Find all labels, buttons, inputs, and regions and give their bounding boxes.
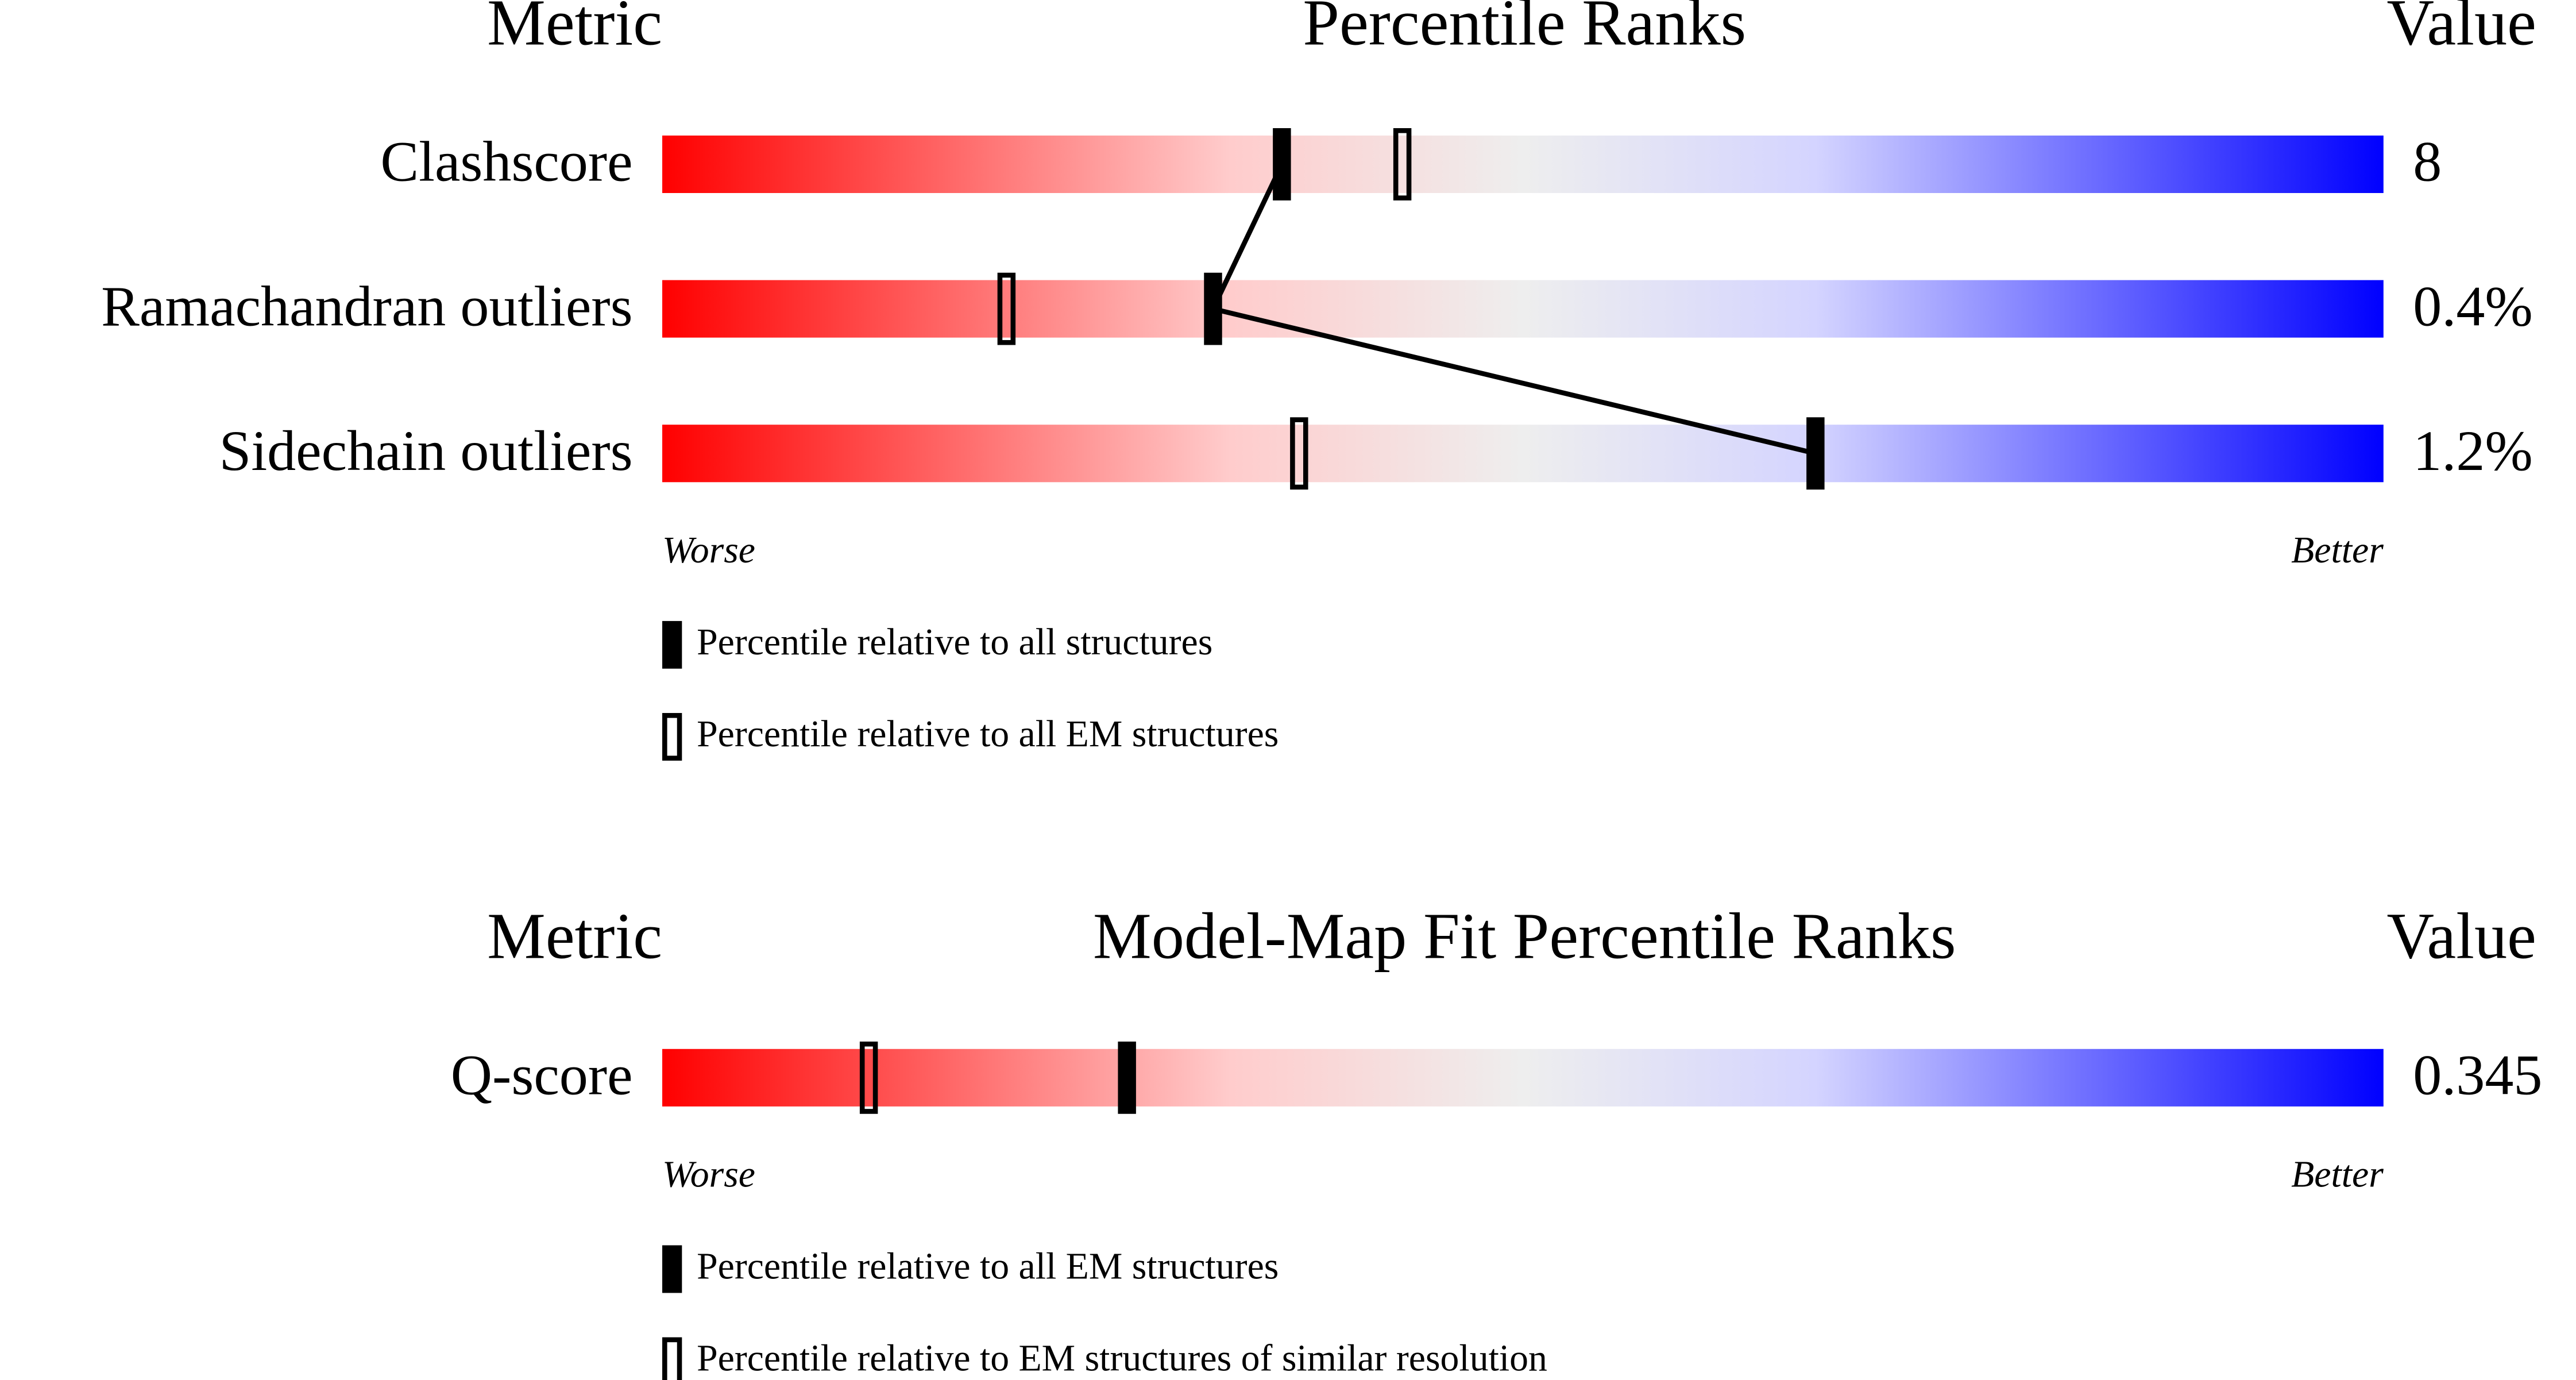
- metric-value: 1.2%: [2413, 419, 2532, 483]
- percentile-marker-open: [1290, 417, 1308, 490]
- better-label: Better: [2291, 529, 2384, 571]
- percentile-marker-filled: [1118, 1041, 1136, 1114]
- legend-swatch: [662, 713, 682, 761]
- slider-bar: [662, 280, 2384, 338]
- percentile-marker-filled: [1806, 417, 1825, 490]
- slider-bar: [662, 425, 2384, 483]
- metric-value: 8: [2413, 130, 2442, 194]
- legend-swatch: [662, 1245, 682, 1293]
- metric-header: Metric: [487, 900, 662, 973]
- legend-label: Percentile relative to EM structures of …: [697, 1337, 1547, 1379]
- metric-label: Clashscore: [380, 130, 632, 194]
- metric-label: Q-score: [451, 1043, 633, 1107]
- metric-value: 0.345: [2413, 1043, 2542, 1107]
- value-header: Value: [2387, 900, 2536, 973]
- chart-title: Percentile Ranks: [1303, 0, 1746, 59]
- chart-title: Model-Map Fit Percentile Ranks: [1093, 900, 1956, 973]
- percentile-marker-filled: [1204, 272, 1222, 345]
- legend-label: Percentile relative to all EM structures: [697, 713, 1279, 755]
- legend-swatch: [662, 1337, 682, 1380]
- legend-label: Percentile relative to all structures: [697, 621, 1212, 663]
- metric-value: 0.4%: [2413, 274, 2532, 338]
- percentile-marker-filled: [1273, 128, 1291, 201]
- legend-label: Percentile relative to all EM structures: [697, 1246, 1279, 1288]
- percentile-marker-open: [1393, 128, 1412, 201]
- worse-label: Worse: [662, 1153, 755, 1195]
- better-label: Better: [2291, 1153, 2384, 1195]
- slider-bar: [662, 135, 2384, 193]
- percentile-marker-open: [997, 272, 1016, 345]
- legend-swatch: [662, 620, 682, 669]
- metric-label: Sidechain outliers: [219, 419, 633, 483]
- metric-header: Metric: [487, 0, 662, 59]
- percentile-marker-open: [859, 1041, 878, 1114]
- metric-label: Ramachandran outliers: [101, 274, 632, 338]
- worse-label: Worse: [662, 529, 755, 571]
- value-header: Value: [2387, 0, 2536, 59]
- slider-bar: [662, 1049, 2384, 1107]
